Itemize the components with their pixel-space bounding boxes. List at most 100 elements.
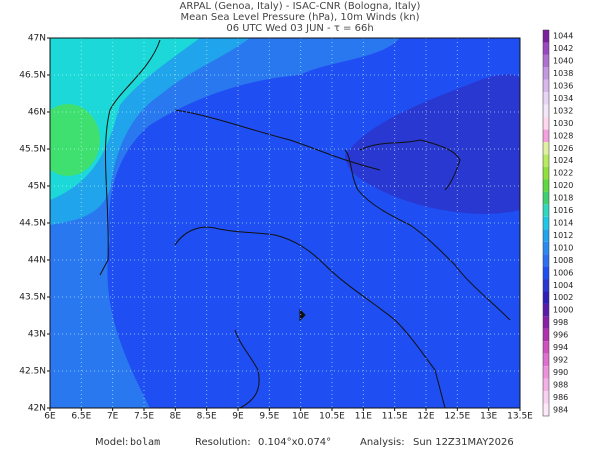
lon-tick-label: 10.5E	[319, 412, 345, 422]
lon-tick-label: 7E	[107, 412, 119, 422]
pressure-field	[50, 104, 100, 176]
colorbar-swatch	[543, 254, 549, 267]
colorbar-swatch	[543, 391, 549, 404]
colorbar-label: 1000	[553, 306, 573, 315]
colorbar-swatch	[543, 303, 549, 317]
colorbar-swatch	[543, 30, 549, 43]
footer-value: bolam	[130, 437, 160, 448]
colorbar-swatch	[543, 117, 549, 130]
colorbar-swatch	[543, 79, 549, 93]
colorbar-swatch	[543, 191, 549, 205]
colorbar-label: 1036	[553, 82, 573, 91]
grid	[50, 38, 520, 408]
colorbar-label: 1002	[553, 293, 573, 302]
colorbar-swatch	[543, 204, 549, 217]
colorbar-swatch	[543, 266, 549, 280]
colorbar-label: 1008	[553, 256, 573, 265]
lat-tick-label: 47N	[28, 34, 46, 44]
colorbar-label: 1024	[553, 156, 573, 165]
colorbar-label: 1004	[553, 281, 573, 290]
lat-tick-label: 44N	[28, 256, 46, 266]
lon-tick-label: 11E	[355, 412, 372, 422]
colorbar-label: 986	[553, 393, 568, 402]
colorbar-label: 992	[553, 355, 568, 364]
colorbar-label: 988	[553, 380, 568, 389]
colorbar-swatch	[543, 403, 549, 416]
colorbar-label: 1022	[553, 169, 573, 178]
colorbar-swatch	[543, 42, 549, 55]
colorbar-label: 1006	[553, 268, 573, 277]
lon-tick-label: 11.5E	[382, 412, 408, 422]
colorbar-label: 994	[553, 343, 568, 352]
colorbar-label: 1038	[553, 69, 573, 78]
axes: 6E 6.5E 7E 7.5E 8E 8.5E 9E 9.5E 10E 10.5E 11E 11.5E…	[19, 34, 533, 422]
colorbar-label: 984	[553, 405, 568, 414]
colorbar-label: 990	[553, 368, 568, 377]
pressure-field	[345, 74, 520, 214]
colorbar-swatch	[543, 54, 549, 68]
lon-tick-label: 10E	[292, 412, 309, 422]
colorbar-label: 1012	[553, 231, 573, 240]
colorbar-swatch	[543, 341, 549, 354]
footer: Model: bolam Resolution: 0.104°x0.074° A…	[95, 437, 514, 448]
footer-value: 0.104°x0.074°	[258, 437, 331, 448]
colorbar-swatch	[543, 279, 549, 292]
colorbar-swatch	[543, 129, 549, 143]
colorbar-swatch	[543, 179, 549, 192]
colorbar-swatch	[543, 353, 549, 367]
colorbar-swatch	[543, 366, 549, 379]
colorbar-label: 1032	[553, 106, 573, 115]
colorbar-label: 1014	[553, 219, 573, 228]
colorbar-swatch	[543, 241, 549, 255]
colorbar-label: 996	[553, 331, 568, 340]
colorbar-swatch	[543, 142, 549, 155]
colorbar: 1044 1042 1040 1038 1036 1034 1032 1030 1028 1026…	[542, 29, 573, 417]
colorbar-swatch	[543, 67, 549, 80]
footer-label: Resolution:	[195, 437, 251, 448]
lat-tick-label: 45.5N	[19, 145, 46, 155]
lat-tick-label: 42.5N	[19, 367, 46, 377]
lat-tick-label: 46N	[28, 108, 46, 118]
colorbar-label: 1026	[553, 144, 573, 153]
colorbar-swatch	[543, 154, 549, 167]
lon-tick-label: 8E	[170, 412, 182, 422]
colorbar-swatch	[543, 291, 549, 304]
colorbar-swatch	[543, 328, 549, 342]
colorbar-frame	[542, 29, 550, 417]
lon-tick-label: 9E	[232, 412, 244, 422]
colorbar-swatch	[543, 104, 549, 118]
pressure-field	[50, 38, 400, 408]
colorbar-label: 998	[553, 318, 568, 327]
colorbar-label: 1028	[553, 131, 573, 140]
colorbar-label: 1018	[553, 194, 573, 203]
lon-tick-label: 8.5E	[197, 412, 217, 422]
colorbar-swatch	[543, 216, 549, 230]
colorbar-label: 1034	[553, 94, 573, 103]
footer-label: Model:	[95, 437, 128, 448]
lon-tick-label: 13.5E	[507, 412, 533, 422]
colorbar-swatch	[543, 166, 549, 180]
colorbar-label: 1016	[553, 206, 573, 215]
lat-tick-label: 46.5N	[19, 71, 46, 81]
lon-tick-label: 9.5E	[259, 412, 279, 422]
colorbar-label: 1042	[553, 44, 573, 53]
title-line: ARPAL (Genoa, Italy) - ISAC-CNR (Bologna…	[180, 1, 421, 12]
footer-value: Sun 12Z31MAY2026	[413, 437, 514, 448]
colorbar-label: 1030	[553, 119, 573, 128]
title-line: 06 UTC Wed 03 JUN - τ = 66h	[226, 23, 373, 34]
colorbar-swatch	[543, 378, 549, 392]
lon-tick-label: 12E	[417, 412, 434, 422]
lon-tick-label: 13E	[480, 412, 497, 422]
colorbar-label: 1020	[553, 181, 573, 190]
colorbar-swatch	[543, 316, 549, 329]
lon-tick-label: 7.5E	[134, 412, 154, 422]
colorbar-label: 1040	[553, 57, 573, 66]
title-line: Mean Sea Level Pressure (hPa), 10m Winds…	[181, 12, 420, 23]
lat-tick-label: 43N	[28, 330, 46, 340]
lat-tick-label: 45N	[28, 182, 46, 192]
lon-tick-label: 12.5E	[444, 412, 470, 422]
footer-label: Analysis:	[360, 437, 405, 448]
colorbar-swatch	[543, 92, 549, 105]
coastline	[99, 39, 511, 408]
